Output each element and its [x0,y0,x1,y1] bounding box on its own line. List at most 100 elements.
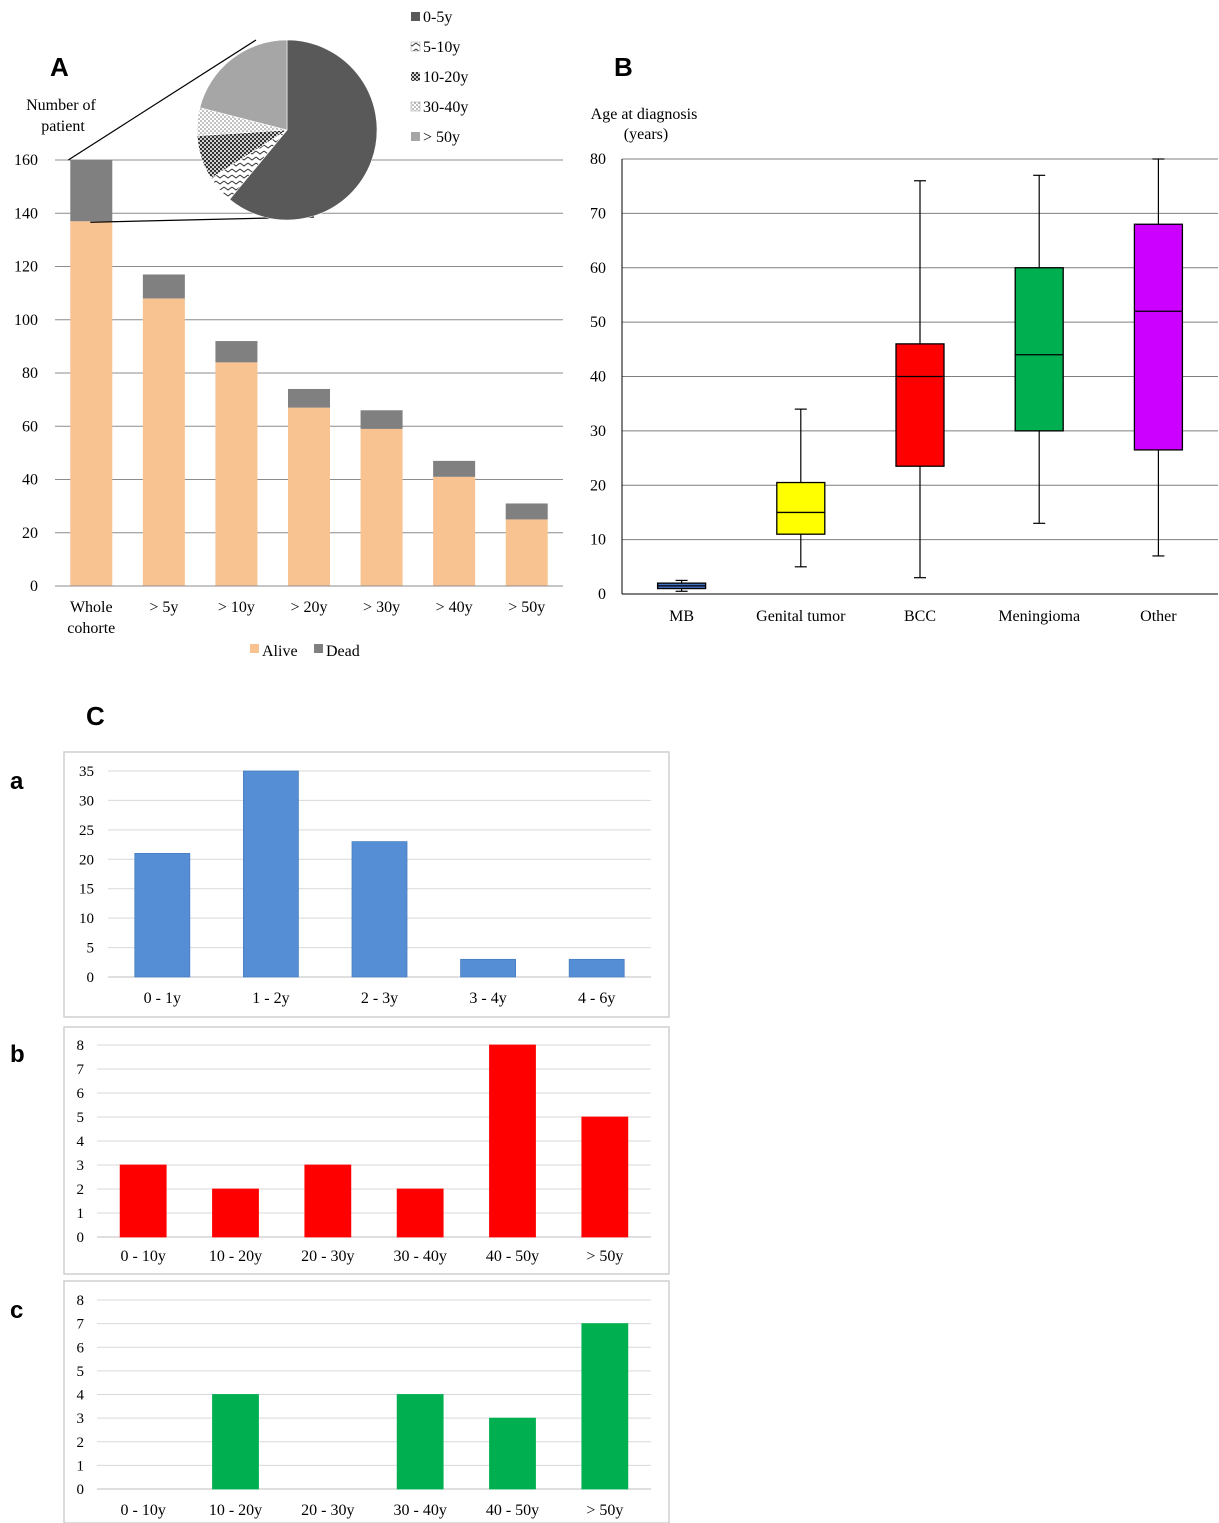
chart-cc-x-tick: > 50y [586,1502,623,1519]
chart-cb-y-tick: 0 [77,1230,85,1246]
chart-a-x-tick: > 10y [218,599,255,616]
chart-ca-x-tick: 2 - 3y [361,990,398,1007]
chart-ca-bar [568,958,625,978]
chart-cb-bar [396,1188,444,1238]
chart-cc-bar [396,1394,444,1490]
chart-ca-frame [63,751,670,1018]
chart-a-y-axis-title-line1: Number of [26,97,96,114]
chart-b-y-tick: 0 [598,586,606,603]
chart-cb-frame [63,1026,670,1275]
pie-legend-swatch [410,101,421,112]
chart-a-legend-swatch [314,644,323,653]
chart-cb-bar [119,1164,167,1238]
chart-cb-y-tick: 1 [77,1206,85,1222]
chart-a-bar-alive [215,362,258,586]
panel-label-b-main: B [614,52,633,82]
chart-b-y-tick: 40 [590,369,606,386]
chart-a-legend-label: Dead [326,643,360,660]
chart-a-bar-dead [433,460,476,477]
chart-cb-bar [581,1116,629,1238]
chart-a-y-axis-title-line2: patient [41,118,85,135]
chart-b-y-axis-title: Age at diagnosis (years) [591,106,702,143]
chart-cb-bar [489,1044,536,1238]
chart-cb-x-tick: 20 - 30y [301,1248,354,1265]
chart-a-x-tick: > 5y [149,599,178,616]
chart-b-y-tick: 10 [590,532,606,549]
chart-cc-x-tick: 20 - 30y [301,1502,354,1519]
chart-cc-x-tick: 0 - 10y [121,1502,166,1519]
chart-cb-y-tick: 6 [77,1086,85,1102]
chart-a-y-tick: 160 [14,152,38,169]
panel-label-c-b: b [10,1041,25,1068]
chart-cc-x-tick: 40 - 50y [486,1502,539,1519]
chart-cb-y-tick: 2 [77,1182,85,1198]
chart-a-y-tick: 60 [22,418,38,435]
chart-cc-bar [489,1417,536,1490]
chart-a-bar-alive [288,407,330,586]
chart-a-bar-dead [215,341,258,363]
chart-ca-x-tick: 3 - 4y [469,990,506,1007]
box-iqr [895,343,945,467]
chart-cb-y-tick: 4 [77,1134,85,1150]
chart-a-bar-alive [70,221,113,587]
chart-b-y-tick: 50 [590,314,606,331]
chart-a-bar-dead [142,274,185,299]
chart-ca-x-tick: 1 - 2y [252,990,289,1007]
chart-cc-bar [581,1323,629,1490]
chart-a-y-tick: 120 [14,259,38,276]
panel-label-c-c: c [10,1297,23,1324]
chart-b-y-tick: 80 [590,151,606,168]
chart-ca-bar [134,853,191,978]
chart-a-y-tick: 100 [14,312,38,329]
chart-cc-y-tick: 3 [77,1411,85,1427]
chart-a-legend-label: Alive [262,643,298,660]
chart-a-bar-alive [505,519,548,586]
panel-label-a-main: A [50,52,69,82]
pie-legend-swatch [411,12,420,21]
chart-a-bar-dead [70,160,113,222]
chart-a-x-tick: > 20y [290,599,327,616]
chart-b-x-tick: MB [669,608,694,625]
chart-a-y-axis-title: Number of patient [26,97,100,135]
chart-ca-y-tick: 35 [79,764,94,780]
chart-cb-y-tick: 7 [77,1062,85,1078]
chart-a-x-tick: > 40y [436,599,473,616]
c-a-bar-chart: 0 5 10 15 20 25 30 35 0 - 1y 1 - 2y 2 - 3y 3 - 4y 4 … [79,764,651,1007]
chart-a-bar-alive [142,298,185,586]
chart-cb-y-tick: 5 [77,1110,85,1126]
chart-a-y-tick: 80 [22,365,38,382]
chart-cb-x-tick: 0 - 10y [121,1248,166,1265]
chart-cb-x-tick: > 50y [586,1248,623,1265]
pie-legend-swatch [411,72,420,81]
pie-legend-swatch [411,132,420,141]
pie-legend-label: 10-20y [423,69,468,86]
chart-cc-y-tick: 6 [77,1340,85,1356]
chart-ca-bar [351,841,408,978]
chart-a-bar-alive [433,476,476,586]
chart-a-bar-dead [288,388,330,408]
chart-cb-bar [212,1188,259,1238]
chart-a-bar-dead [505,503,548,520]
age-at-diagnosis-box-plot: Age at diagnosis (years) 0 10 20 30 40 50 60 70… [590,106,1218,625]
chart-cc-bar [212,1394,259,1490]
chart-b-y-tick: 20 [590,477,606,494]
chart-a-y-tick: 140 [14,205,38,222]
chart-a-x-tick-line: cohorte [67,620,115,637]
chart-ca-y-tick: 0 [87,970,95,986]
chart-ca-y-tick: 25 [79,823,94,839]
age-group-pie-inset: 0-5y 5-10y 10-20y 30-40y > 50y [196,9,468,221]
chart-cc-y-tick: 5 [77,1364,85,1380]
chart-cc-y-tick: 8 [77,1293,85,1309]
pie-legend-label: 0-5y [423,9,452,26]
chart-cb-y-tick: 8 [77,1038,85,1054]
chart-cb-x-tick: 10 - 20y [209,1248,262,1265]
chart-b-y-axis-title-line1: Age at diagnosis [591,106,698,123]
pie-slice [229,39,378,221]
box-iqr [1133,223,1184,451]
chart-b-x-tick: Genital tumor [756,608,846,625]
chart-cc-frame [63,1280,670,1523]
chart-cc-y-tick: 4 [77,1388,85,1404]
pie-legend-label: 30-40y [423,99,468,116]
chart-a-legend-swatch [250,644,259,653]
chart-ca-y-tick: 15 [79,882,94,898]
